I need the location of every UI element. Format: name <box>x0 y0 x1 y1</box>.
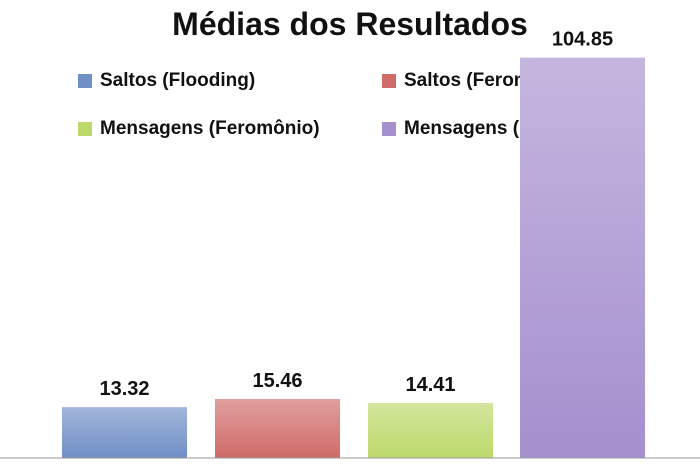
legend-swatch <box>78 74 92 88</box>
data-label-4: 104.85 <box>552 29 613 51</box>
chart-title: Médias dos Resultados <box>172 6 528 42</box>
bar-3 <box>368 402 493 458</box>
bar-4 <box>520 57 645 458</box>
bar-1 <box>62 407 187 458</box>
data-label-1: 13.32 <box>99 378 149 400</box>
bar-2 <box>215 398 340 458</box>
legend-label: Mensagens (Feromônio) <box>100 118 320 139</box>
legend-label: Saltos (Flooding) <box>100 70 256 91</box>
data-label-2: 15.46 <box>252 370 302 392</box>
legend-swatch <box>78 122 92 136</box>
legend-swatch <box>382 74 396 88</box>
legend-swatch <box>382 122 396 136</box>
legend-item-saltos-flooding: Saltos (Flooding) <box>78 70 255 92</box>
data-label-3: 14.41 <box>405 374 455 396</box>
legend-item-mensagens-feromonio: Mensagens (Feromônio) <box>78 118 320 140</box>
